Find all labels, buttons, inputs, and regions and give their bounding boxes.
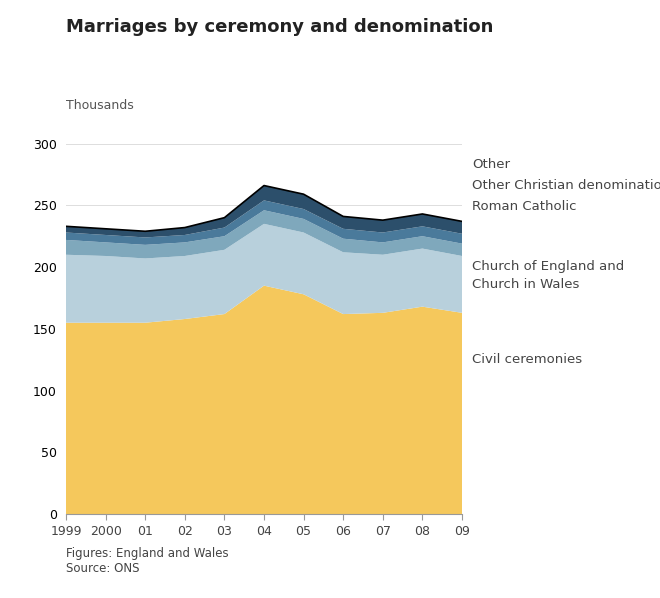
Text: Other: Other xyxy=(472,158,510,172)
Text: Marriages by ceremony and denomination: Marriages by ceremony and denomination xyxy=(66,18,494,36)
Text: Other Christian denomination: Other Christian denomination xyxy=(472,179,660,193)
Text: Figures: England and Wales: Figures: England and Wales xyxy=(66,547,228,560)
Text: Roman Catholic: Roman Catholic xyxy=(472,200,576,213)
Text: Church of England and
Church in Wales: Church of England and Church in Wales xyxy=(472,260,624,291)
Text: Thousands: Thousands xyxy=(66,99,134,112)
Text: Civil ceremonies: Civil ceremonies xyxy=(472,353,582,366)
Text: Source: ONS: Source: ONS xyxy=(66,562,139,575)
